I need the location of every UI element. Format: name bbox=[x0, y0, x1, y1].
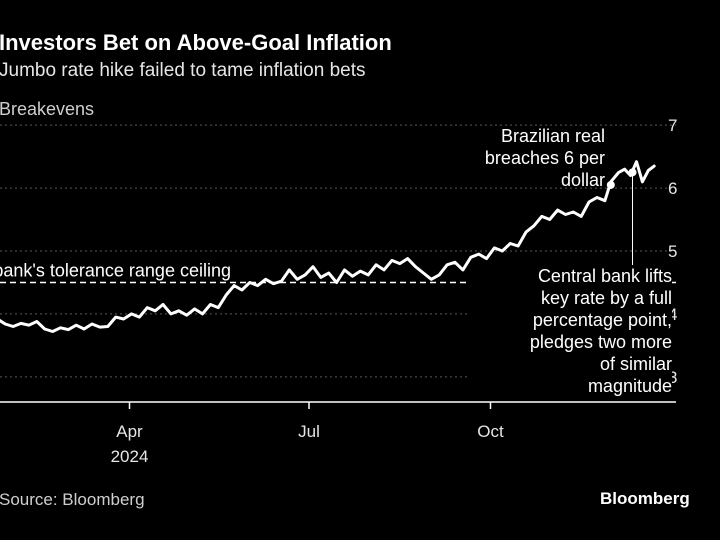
x-tick-label-Oct: Oct bbox=[477, 422, 504, 441]
tolerance-ceiling-label: Central bank's tolerance range ceiling bbox=[0, 260, 231, 280]
source-note: Source: Bloomberg bbox=[0, 490, 145, 509]
y-tick-label-5: 5 bbox=[668, 242, 677, 261]
chart-subtitle: Jumbo rate hike failed to tame inflation… bbox=[0, 60, 366, 81]
series-group bbox=[0, 160, 656, 333]
chart-title: Investors Bet on Above-Goal Inflation bbox=[0, 30, 392, 55]
y-tick-label-6: 6 bbox=[668, 179, 677, 198]
y-tick-label-3: 3 bbox=[668, 368, 677, 387]
y-axis: 3 4 5 6 7 bbox=[668, 116, 677, 387]
x-tick-label-Apr: Apr bbox=[116, 422, 143, 441]
annotation-rate-hike: Central bank lifts key rate by a full pe… bbox=[470, 265, 672, 397]
annotation-markers bbox=[606, 168, 637, 268]
annotation-real-breaches: Brazilian real breaches 6 per dollar bbox=[484, 126, 605, 190]
unit-label: Breakevens bbox=[0, 99, 95, 119]
annotation-dot-bank bbox=[628, 168, 637, 177]
breakevens-series-line bbox=[0, 160, 656, 333]
x-tick-sublabel-2024: 2024 bbox=[111, 447, 149, 466]
y-tick-label-7: 7 bbox=[668, 116, 677, 135]
y-tick-label-4: 4 bbox=[668, 305, 677, 324]
annotation-dot-real bbox=[606, 180, 615, 189]
x-axis: Apr 2024 Jul Oct bbox=[0, 401, 676, 466]
x-tick-label-Jul: Jul bbox=[298, 422, 320, 441]
bloomberg-logo: Bloomberg bbox=[600, 489, 690, 508]
